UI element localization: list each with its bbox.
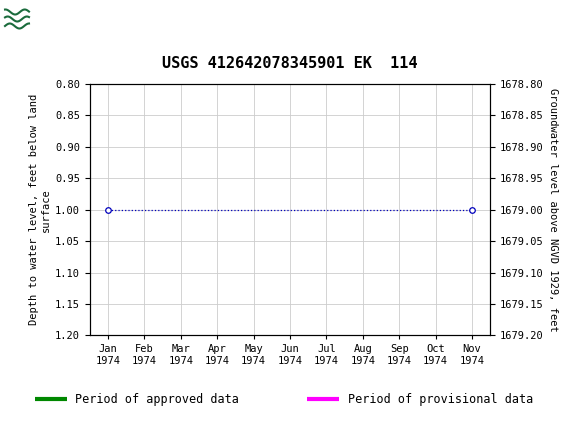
Y-axis label: Depth to water level, feet below land
surface: Depth to water level, feet below land su… — [30, 94, 51, 325]
Text: Period of approved data: Period of approved data — [75, 393, 240, 406]
Text: USGS: USGS — [33, 12, 97, 32]
Y-axis label: Groundwater level above NGVD 1929, feet: Groundwater level above NGVD 1929, feet — [548, 88, 558, 332]
Text: USGS 412642078345901 EK  114: USGS 412642078345901 EK 114 — [162, 55, 418, 71]
Text: Period of provisional data: Period of provisional data — [348, 393, 533, 406]
Bar — [4, 3, 30, 35]
